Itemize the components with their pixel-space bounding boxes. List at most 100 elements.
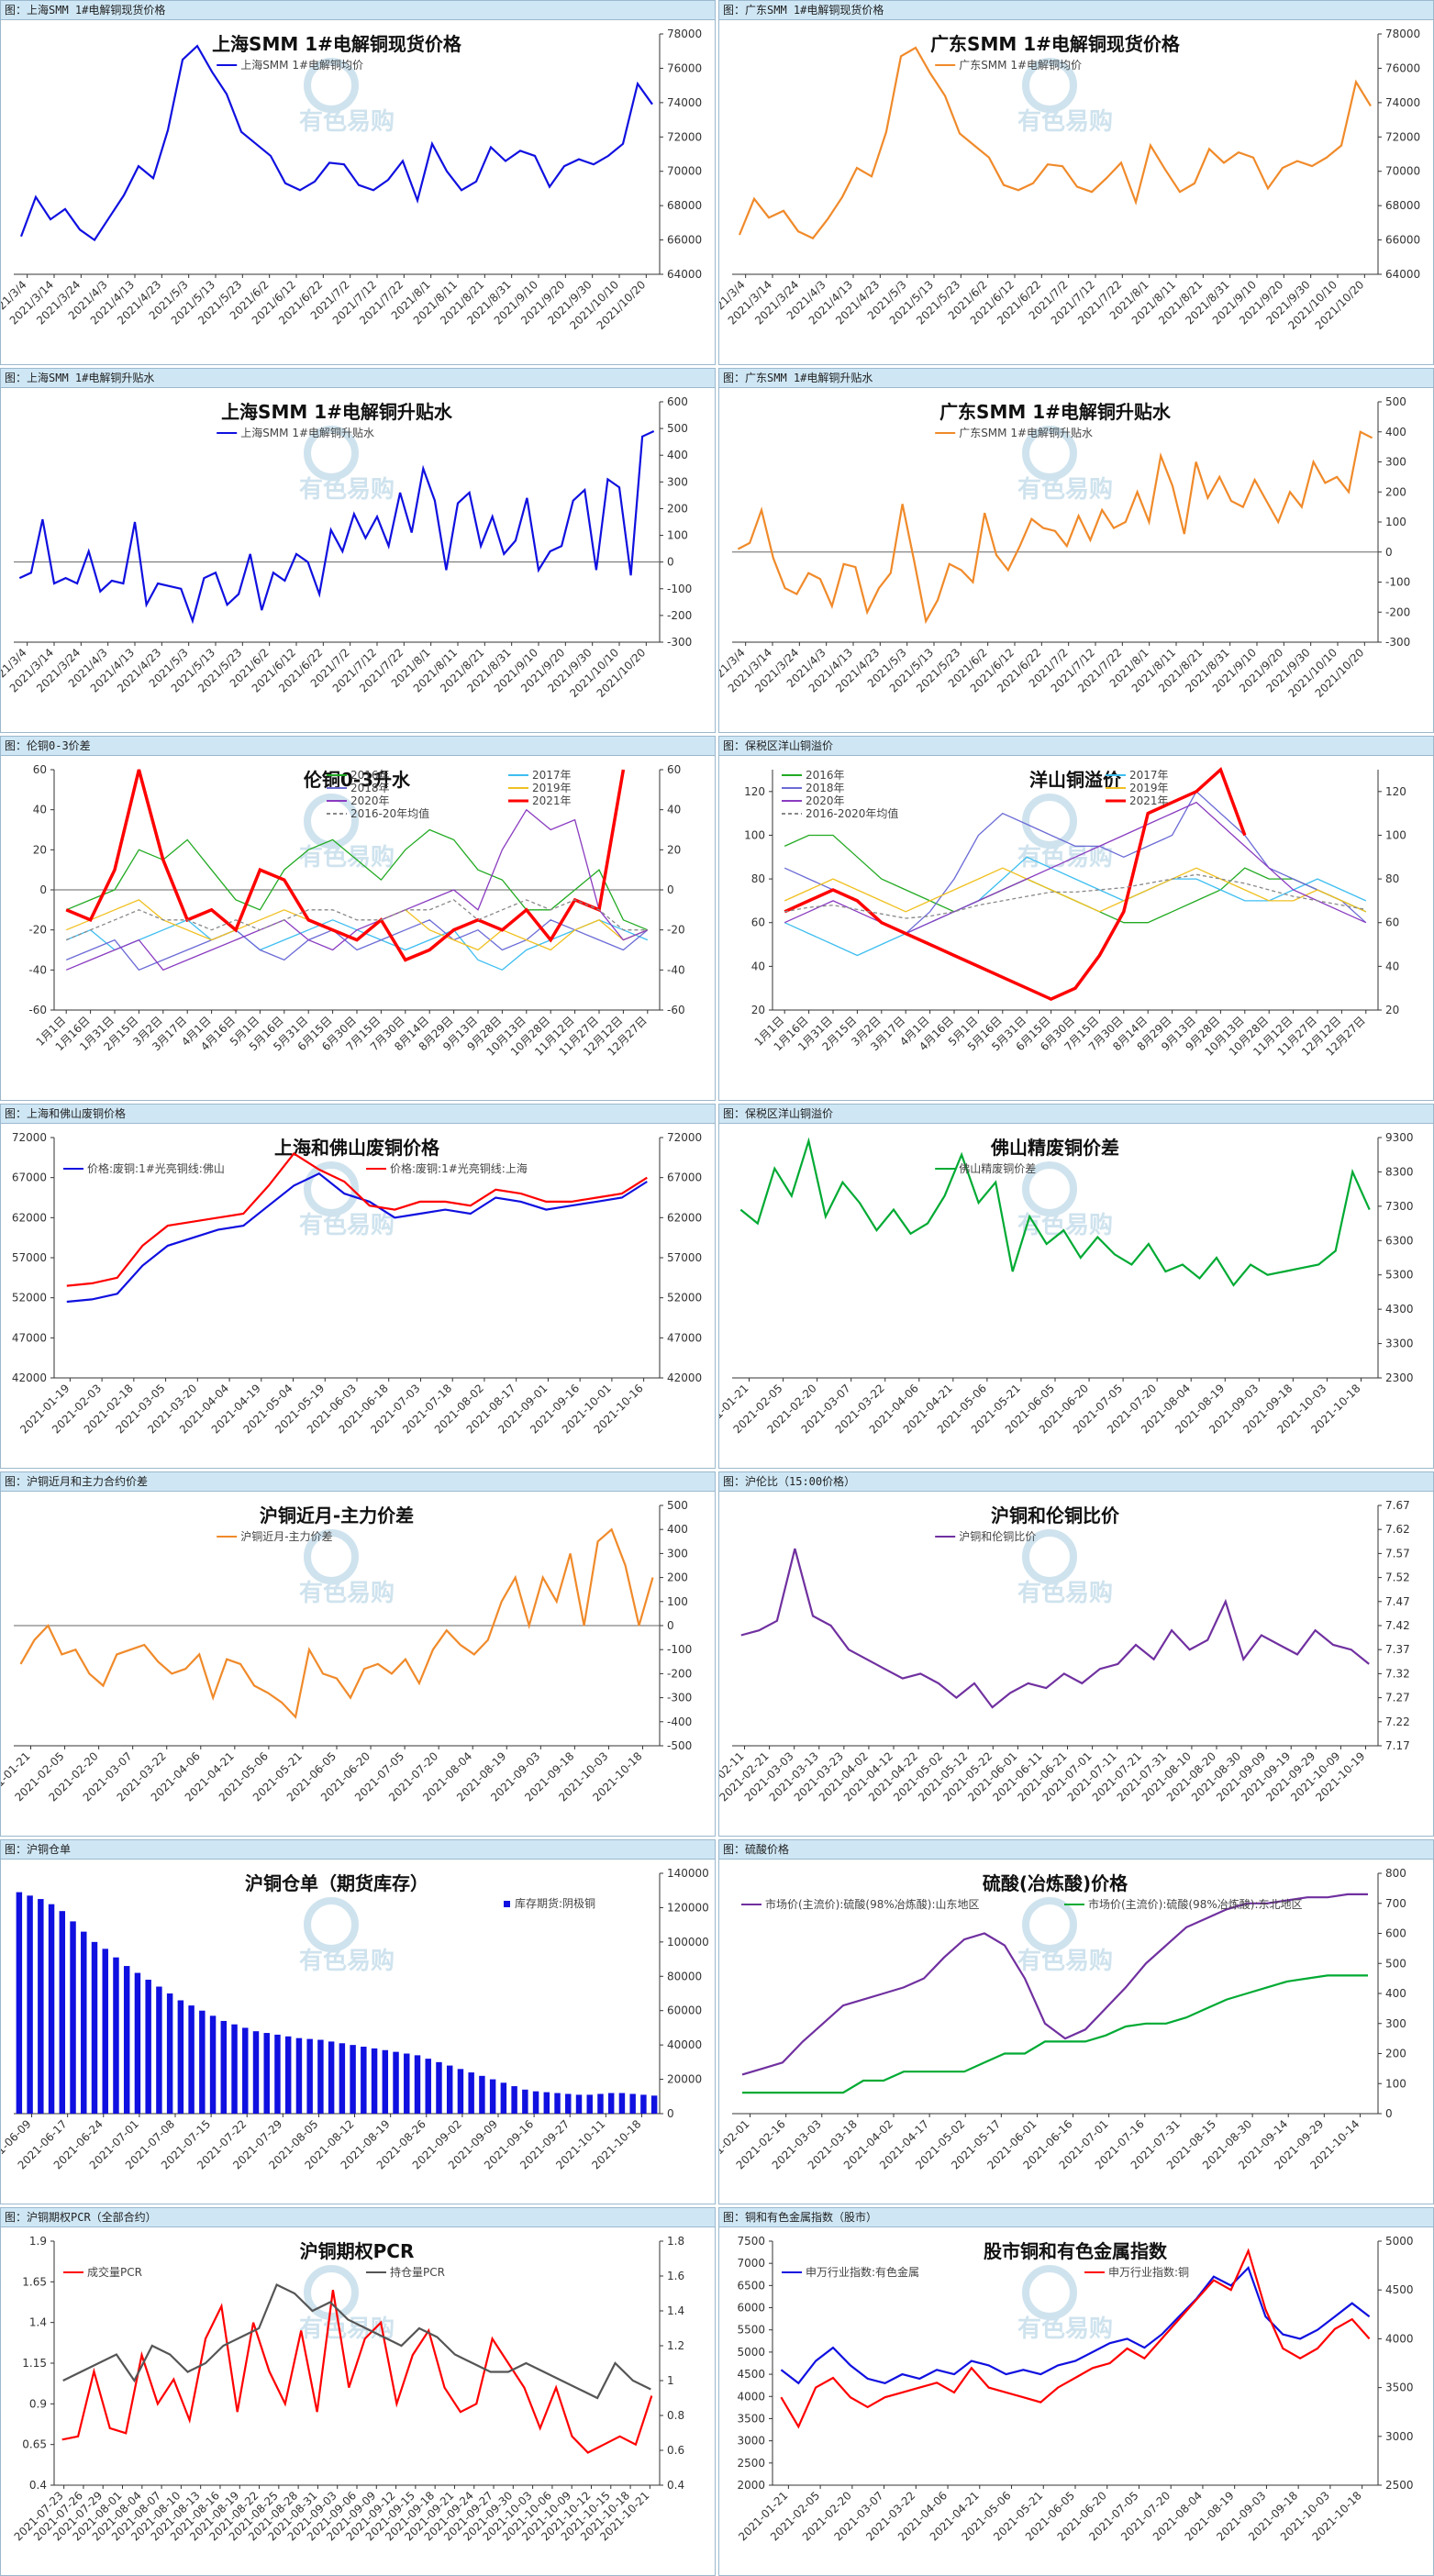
bar [339, 2043, 346, 2114]
legend-item: 广东SMM 1#电解铜升贴水 [935, 426, 1093, 439]
y-tick-label: 60 [1385, 916, 1399, 929]
bar [38, 1899, 44, 2114]
y-tick-label: 47000 [12, 1331, 47, 1344]
y-tick-label: 66000 [667, 234, 702, 247]
y-tick-label: 72000 [12, 1131, 47, 1144]
series-line [65, 919, 649, 972]
svg-text:有色易购: 有色易购 [1017, 1947, 1113, 1975]
legend-label: 市场价(主流价):硫酸(98%冶炼酸):东北地区 [1088, 1897, 1303, 1911]
legend-item: 2021年 [508, 794, 572, 807]
y-tick-label: -300 [667, 1692, 692, 1704]
series-line [19, 44, 653, 242]
y-tick-label: -60 [667, 1004, 685, 1016]
y-tick-label: 47000 [667, 1331, 702, 1344]
y-tick-label: 60 [33, 763, 47, 776]
watermark: 有色易购 [299, 58, 395, 136]
y-tick-label: 20 [33, 843, 47, 856]
chart-panel: 图：硫酸价格 有色易购 0 100 200 300 400 500 600 700 800 2021-… [718, 1839, 1434, 2204]
y-tick-label: 500 [1385, 1957, 1406, 1970]
chart-svg: 有色易购-60-40-200204060-60-40-2002040601月1日… [28, 763, 685, 1059]
legend-label: 2016年 [806, 769, 845, 782]
y-tick-label: 300 [1385, 456, 1406, 469]
legend-label: 2018年 [350, 782, 390, 794]
watermark: 有色易购 [299, 2265, 395, 2343]
y-tick-label: 74000 [667, 96, 702, 109]
bar [284, 2036, 292, 2114]
bar [522, 2089, 528, 2114]
y-tick-label: 0 [1385, 2107, 1393, 2120]
legend-label: 广东SMM 1#电解铜升贴水 [959, 426, 1093, 439]
legend-label: 沪铜近月-主力价差 [240, 1529, 332, 1543]
series-line [737, 430, 1373, 625]
y-tick-label: 0.8 [667, 2409, 684, 2422]
bar [48, 1904, 55, 2114]
series-line [780, 2248, 1371, 2429]
y-tick-label: -300 [667, 636, 692, 649]
y-tick-label: 3000 [1385, 2430, 1414, 2443]
series-line [739, 1137, 1371, 1287]
chart-panel: 图：广东SMM 1#电解铜升贴水 有色易购 -300 -200 -100 0 100 200 3… [718, 368, 1434, 733]
y-tick-label: 7.32 [1385, 1667, 1410, 1680]
y-tick-label: 52000 [12, 1292, 47, 1305]
y-tick-label: 40 [1385, 960, 1399, 972]
svg-text:有色易购: 有色易购 [1017, 843, 1113, 872]
chart-panel: 图：保税区洋山铜溢价 有色易购 2300 3300 4300 5300 6300 7300 83… [718, 1104, 1434, 1469]
chart-title: 广东SMM 1#电解铜现货价格 [930, 33, 1181, 55]
legend-item: 2020年 [782, 794, 845, 807]
legend-item: 价格:废铜:1#光亮铜线:佛山 [63, 1161, 225, 1175]
legend-item: 2020年 [327, 794, 390, 807]
legend-item: 沪铜近月-主力价差 [217, 1529, 333, 1543]
y-tick-label: 1.15 [22, 2357, 47, 2370]
chart-svg: 有色易购-300-200-10001002003004005002021/3/4… [719, 395, 1410, 700]
legend-label: 价格:废铜:1#光亮铜线:佛山 [87, 1161, 225, 1175]
panel-header: 图：硫酸价格 [719, 1840, 1433, 1860]
chart-title: 上海SMM 1#电解铜升贴水 [221, 401, 453, 423]
bar [446, 2065, 453, 2114]
bar [575, 2094, 583, 2114]
legend-label: 2019年 [532, 782, 572, 794]
y-tick-label: -200 [667, 1667, 692, 1680]
series-line [65, 899, 648, 941]
chart-svg: 有色易购230033004300530063007300830093002021… [719, 1131, 1414, 1436]
legend-item: 价格:废铜:1#光亮铜线:上海 [366, 1161, 528, 1175]
y-tick-label: 80000 [667, 1970, 702, 1982]
y-tick-label: 7000 [737, 2257, 765, 2270]
chart-panel: 图：保税区洋山铜溢价 有色易购 20 40 60 80 100 120 20 40 60 80 100 1… [718, 736, 1434, 1101]
y-tick-label: 60 [751, 916, 765, 929]
legend-label: 2020年 [350, 794, 390, 807]
y-tick-label: 2300 [1385, 1371, 1414, 1384]
y-tick-label: 64000 [1385, 268, 1420, 281]
y-tick-label: 0 [39, 883, 47, 896]
y-tick-label: 140000 [667, 1867, 709, 1880]
y-tick-label: 1 [667, 2374, 674, 2387]
svg-text:有色易购: 有色易购 [299, 843, 395, 872]
bar [59, 1911, 66, 2114]
y-tick-label: 0.6 [667, 2444, 684, 2457]
bar [371, 2048, 378, 2114]
y-tick-label: 100 [1385, 2077, 1406, 2090]
y-tick-label: 5300 [1385, 1269, 1414, 1282]
panel-header: 图：上海SMM 1#电解铜现货价格 [1, 1, 715, 20]
series-line [66, 1152, 648, 1287]
y-tick-label: 4500 [1385, 2283, 1414, 2296]
y-tick-label: 7.47 [1385, 1595, 1410, 1608]
bar [597, 2093, 604, 2114]
legend-label: 持仓量PCR [390, 2265, 445, 2279]
y-tick-label: 7.37 [1385, 1643, 1410, 1656]
watermark: 有色易购 [1017, 1161, 1113, 1239]
legend-label: 上海SMM 1#电解铜均价 [240, 58, 363, 72]
bar [629, 2093, 636, 2114]
y-tick-label: 57000 [667, 1251, 702, 1264]
bar [274, 2034, 281, 2114]
y-tick-label: 8300 [1385, 1165, 1414, 1178]
y-tick-label: 66000 [1385, 234, 1420, 247]
y-tick-label: 40 [33, 804, 47, 816]
bar [145, 1980, 151, 2114]
watermark: 有色易购 [299, 1529, 395, 1607]
y-tick-label: 7.62 [1385, 1523, 1410, 1536]
legend-label: 上海SMM 1#电解铜升贴水 [240, 426, 374, 439]
y-tick-label: 4000 [737, 2390, 765, 2403]
y-tick-label: 0.4 [667, 2479, 684, 2492]
legend-item: 2016年 [782, 769, 845, 782]
chart-svg: 有色易购 0 20000 40000 60000 80000 100000 120000 140… [1, 1867, 709, 2171]
